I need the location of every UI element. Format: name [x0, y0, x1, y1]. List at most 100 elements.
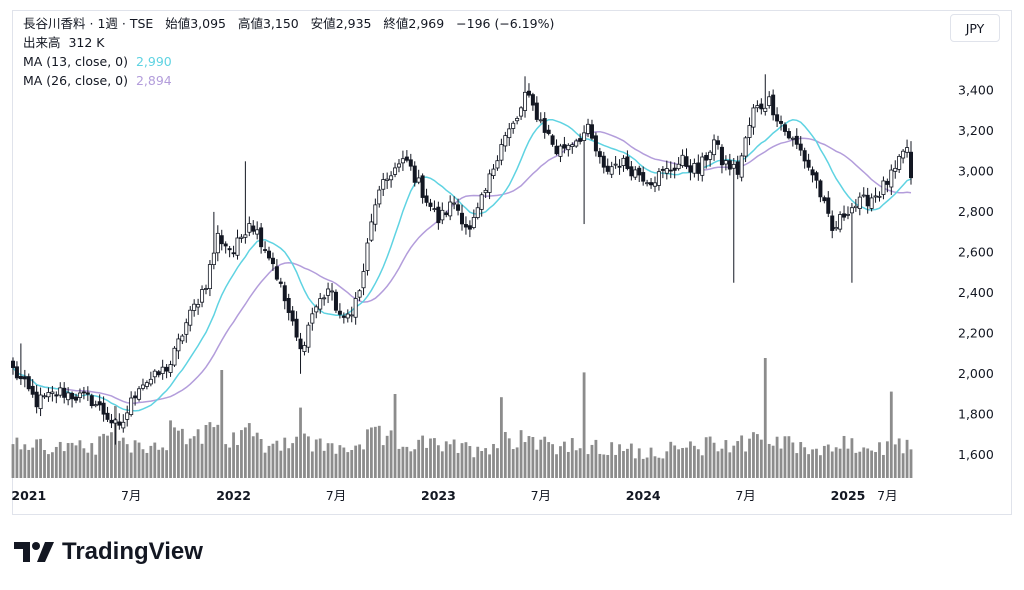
- volume-bar: [755, 434, 759, 478]
- candle-up: [393, 167, 398, 175]
- candle-up: [680, 154, 685, 167]
- volume-bar: [251, 436, 255, 478]
- candle-down: [775, 114, 780, 122]
- x-tick-label: 7月: [121, 488, 141, 503]
- ma26-legend[interactable]: MA (26, close, 0) 2,894: [23, 71, 172, 90]
- candle-down: [463, 224, 468, 228]
- volume-bar: [133, 440, 137, 478]
- volume-bar: [539, 439, 543, 478]
- volume-value: 312 K: [68, 35, 105, 50]
- candle-up: [763, 107, 768, 112]
- volume-bar: [700, 455, 704, 478]
- candle-up: [361, 271, 366, 289]
- x-tick-label: 2022: [216, 488, 251, 503]
- volume-bar: [811, 449, 814, 478]
- volume-bar: [299, 407, 302, 478]
- candle-down: [589, 124, 594, 139]
- candle-up: [196, 304, 201, 308]
- volume-bars: [11, 358, 913, 478]
- close-value: 2,969: [408, 16, 445, 31]
- candle-up: [345, 313, 350, 319]
- candle-up: [416, 177, 421, 183]
- volume-bar: [870, 450, 874, 478]
- volume-bar: [425, 447, 428, 478]
- candle-up: [377, 189, 382, 205]
- candle-up: [50, 391, 55, 394]
- candle-down: [617, 165, 622, 168]
- volume-bar: [232, 432, 235, 478]
- currency-button[interactable]: JPY: [950, 14, 1000, 42]
- candle-up: [365, 242, 370, 271]
- candle-down: [625, 156, 630, 169]
- candle-down: [684, 156, 689, 167]
- volume-bar: [874, 452, 877, 478]
- symbol-name: 長谷川香料: [23, 16, 86, 31]
- volume-bar: [681, 447, 684, 478]
- candle-up: [893, 167, 898, 172]
- candle-down: [550, 135, 555, 145]
- candle-up: [172, 347, 177, 366]
- volume-bar: [129, 452, 133, 478]
- candle-up: [243, 234, 248, 238]
- candle-up: [211, 252, 216, 266]
- candle-up: [349, 314, 354, 317]
- candle-down: [456, 204, 461, 211]
- candle-down: [526, 90, 531, 96]
- volume-bar: [240, 430, 243, 478]
- volume-bar: [137, 442, 141, 478]
- candle-up: [613, 163, 618, 166]
- volume-bar: [641, 458, 645, 478]
- candle-down: [546, 129, 551, 134]
- volume-bar: [728, 452, 732, 478]
- candle-down: [818, 180, 823, 198]
- volume-bar: [456, 452, 460, 478]
- candle-up: [664, 168, 669, 174]
- tradingview-logo[interactable]: TradingView: [14, 538, 203, 566]
- volume-bar: [496, 448, 499, 478]
- volume-label: 出来高: [23, 35, 61, 50]
- volume-bar: [303, 433, 306, 478]
- volume-bar: [236, 444, 239, 478]
- y-tick-label: 2,400: [958, 285, 994, 300]
- candle-down: [333, 291, 338, 311]
- candle-down: [865, 194, 870, 207]
- volume-bar: [358, 444, 361, 478]
- candle-up: [570, 144, 575, 147]
- candle-up: [93, 404, 98, 407]
- price-axis[interactable]: 3,400 3,200 3,000 2,800 2,600 2,400 2,200 2,000…: [958, 83, 994, 462]
- volume-bar: [165, 450, 169, 478]
- candle-down: [259, 227, 264, 248]
- volume-bar: [224, 444, 228, 478]
- volume-bar: [204, 424, 208, 478]
- volume-bar: [736, 441, 740, 478]
- volume-bar: [106, 435, 109, 478]
- volume-bar: [807, 454, 810, 478]
- candle-up: [176, 338, 181, 352]
- candle-down: [408, 159, 413, 167]
- volume-bar: [413, 449, 417, 478]
- separator: ·: [117, 16, 130, 31]
- volume-bar: [39, 438, 42, 478]
- time-axis[interactable]: 2021 7月 2022 7月 2023 7月 2024 7月 2025 7月: [11, 488, 897, 503]
- candle-up: [357, 290, 362, 298]
- candle-up: [845, 213, 850, 216]
- volume-bar: [169, 420, 172, 478]
- ma13-legend[interactable]: MA (13, close, 0) 2,990: [23, 52, 172, 71]
- candle-up: [747, 125, 752, 138]
- candle-up: [144, 382, 149, 387]
- x-tick-label: 7月: [877, 488, 897, 503]
- candle-down: [18, 376, 23, 380]
- volume-bar: [862, 447, 866, 478]
- candle-up: [322, 297, 327, 300]
- volume-bar: [338, 445, 342, 478]
- volume-bar: [433, 438, 436, 478]
- candle-up: [373, 204, 378, 225]
- volume-bar: [370, 427, 373, 478]
- candle-down: [101, 402, 106, 415]
- volume-bar: [594, 439, 598, 478]
- candle-up: [723, 160, 728, 165]
- interval: 1週: [97, 16, 118, 31]
- volume-bar: [740, 435, 744, 478]
- y-tick-label: 2,600: [958, 244, 994, 259]
